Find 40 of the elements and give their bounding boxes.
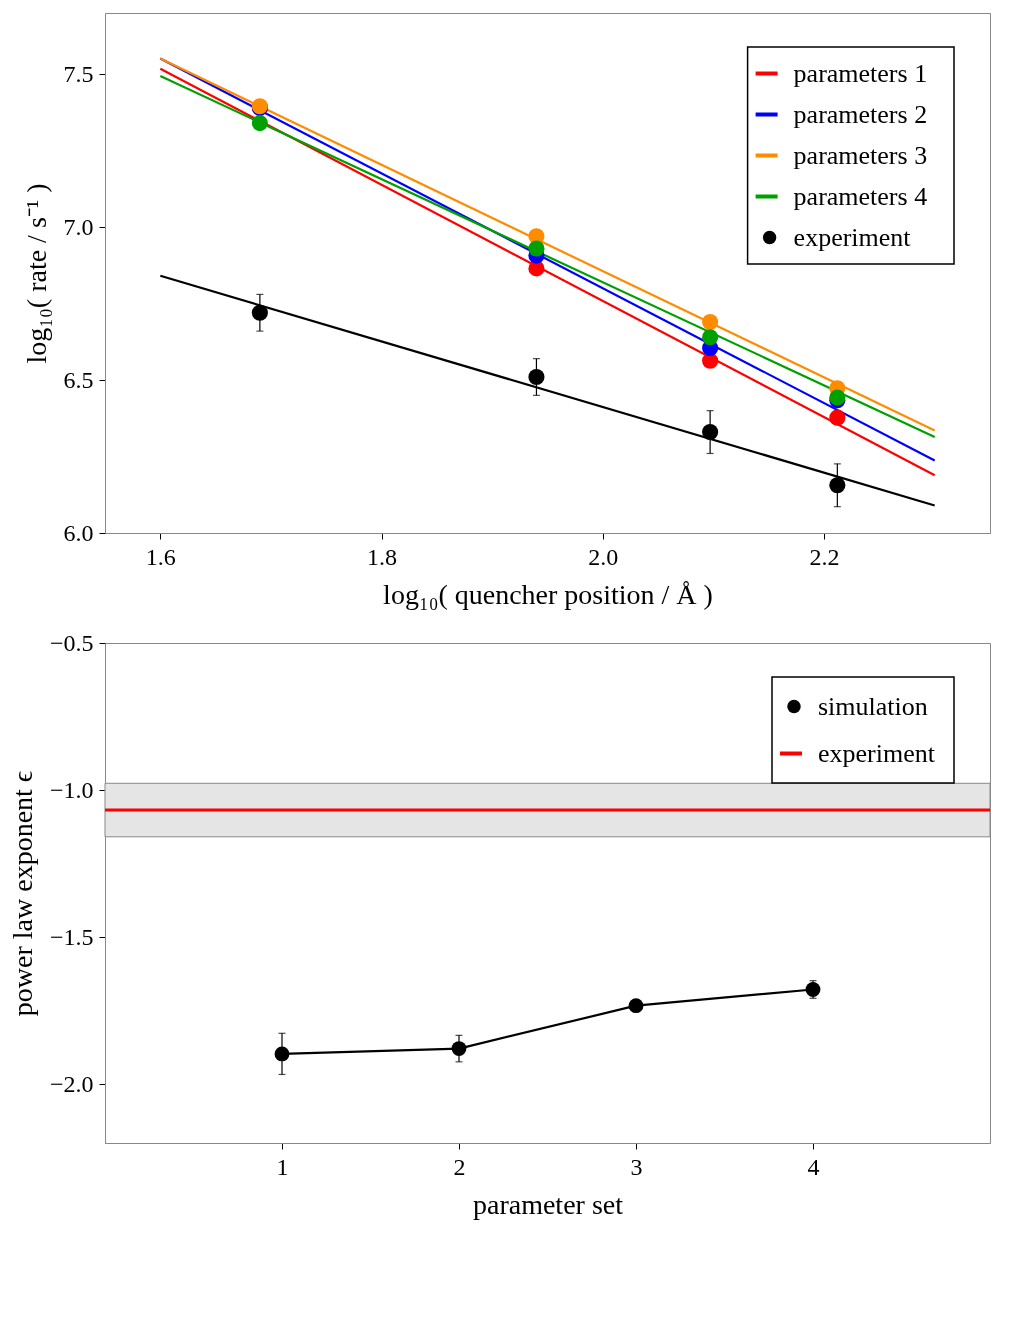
y-tick-label: 7.5	[63, 60, 94, 87]
point	[829, 477, 846, 494]
y-axis-title: log₁₀( rate / s⁻¹ )	[20, 183, 52, 364]
x-axis-title: parameter set	[472, 1188, 624, 1220]
y-tick-label: −2.0	[49, 1070, 94, 1097]
x-tick-label: 3	[630, 1153, 643, 1180]
point	[805, 982, 821, 997]
legend-label: simulation	[818, 691, 928, 721]
legend-label: parameters 1	[793, 58, 928, 88]
point	[451, 1041, 467, 1056]
legend-label: experiment	[818, 738, 936, 768]
point	[251, 304, 268, 321]
x-tick-label: 1.6	[145, 543, 176, 570]
x-tick-label: 4	[807, 1153, 820, 1180]
point	[702, 313, 719, 330]
point	[251, 115, 268, 132]
legend-label: parameters 4	[793, 181, 928, 211]
y-tick-label: 7.0	[63, 213, 94, 240]
y-tick-label: 6.0	[63, 519, 94, 546]
point	[274, 1046, 290, 1062]
y-tick-label: −1.0	[49, 776, 94, 803]
x-axis-title: log₁₀( quencher position / Å )	[383, 578, 713, 610]
point	[528, 240, 545, 257]
x-tick-label: 2.0	[588, 543, 619, 570]
point	[829, 409, 846, 426]
y-axis-title: power law exponent ϵ	[6, 770, 38, 1017]
x-tick-label: 2	[453, 1153, 466, 1180]
y-tick-label: −1.5	[49, 923, 94, 950]
legend-label: parameters 3	[793, 140, 928, 170]
point	[628, 998, 644, 1014]
point	[702, 329, 719, 346]
legend-label: parameters 2	[793, 99, 928, 129]
x-tick-label: 1.8	[367, 543, 398, 570]
x-tick-label: 1	[276, 1153, 289, 1180]
point	[702, 424, 719, 441]
point	[528, 368, 545, 386]
y-tick-label: 6.5	[63, 366, 94, 393]
x-tick-label: 2.2	[809, 543, 840, 570]
y-tick-label: −0.5	[49, 629, 94, 656]
legend-label: experiment	[793, 222, 912, 252]
